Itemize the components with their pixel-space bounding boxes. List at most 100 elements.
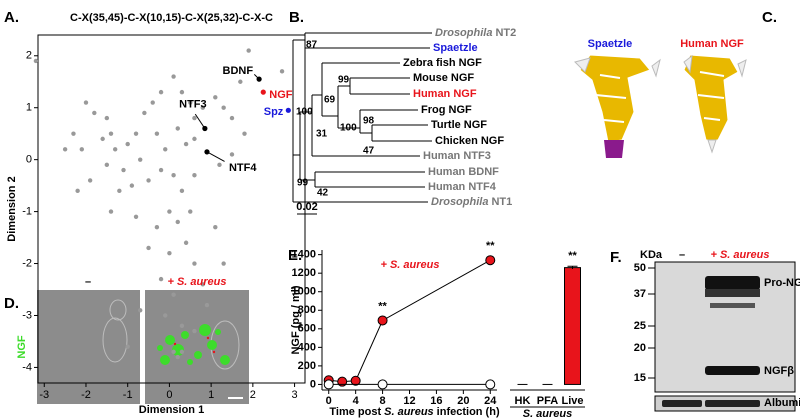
point: [192, 328, 197, 334]
support-value: 99: [338, 75, 350, 86]
text-part: Human NTF3: [423, 150, 491, 162]
text-part: Turtle NGF: [431, 119, 487, 131]
point: [242, 131, 247, 136]
point: [246, 48, 251, 53]
data-point: [337, 376, 348, 387]
panel-label: B.: [289, 9, 304, 26]
point: [171, 74, 176, 79]
point: [200, 105, 205, 110]
point: [171, 292, 176, 297]
leader-line: [206, 151, 225, 162]
point: [129, 183, 135, 188]
point: [192, 261, 197, 266]
point: [138, 157, 143, 162]
point: [200, 282, 205, 287]
support-value: 31: [316, 129, 328, 140]
lane-label: + S. aureus: [710, 249, 769, 261]
leader-line: [194, 113, 206, 129]
x-tick-label: Live: [561, 395, 583, 407]
labeled-point: [202, 125, 208, 132]
leaf-label: Spaetzle: [433, 42, 478, 54]
marker-label: 20: [634, 342, 646, 354]
point: [142, 110, 147, 116]
significance: **: [378, 300, 387, 312]
point: [171, 173, 176, 178]
y-tick-label: 1: [26, 102, 32, 114]
y-tick-label: 1200: [292, 267, 316, 279]
point: [192, 136, 197, 142]
point: [117, 188, 122, 194]
marker-label: 50: [634, 262, 646, 274]
text-part: Chicken NGF: [435, 135, 504, 147]
support-value: 98: [363, 116, 375, 127]
point: [221, 261, 226, 266]
text-part: Zebra fish NGF: [403, 57, 482, 69]
x-tick-label: 2: [250, 389, 256, 401]
point: [163, 147, 168, 152]
point-label: Spz: [264, 106, 284, 118]
x-tick-label: 12: [403, 395, 415, 407]
point: [154, 224, 160, 230]
x-tick-label: 1: [208, 389, 214, 401]
marker-label: 25: [634, 320, 646, 332]
point: [104, 162, 110, 168]
band-label: NGFβ: [764, 365, 794, 377]
y-tick-label: 400: [298, 341, 316, 353]
x-tick-label: -3: [39, 389, 49, 401]
point: [188, 209, 193, 214]
point: [171, 349, 176, 355]
point: [188, 100, 193, 105]
point: [238, 79, 243, 84]
leaf-label: Drosophila NT2: [435, 27, 516, 39]
point: [92, 110, 97, 116]
text-part: Mouse NGF: [413, 72, 474, 84]
labeled-point: [260, 89, 266, 95]
point: [179, 323, 185, 329]
data-point: [485, 379, 496, 390]
point: [192, 115, 197, 121]
condition-label: + S. aureus: [167, 276, 226, 288]
microscopy-images: [37, 290, 249, 404]
point: [179, 349, 185, 355]
text-part: S. aureus: [384, 406, 434, 418]
text-part: Frog NGF: [421, 104, 472, 116]
point: [108, 209, 114, 214]
x-tick-label: 8: [380, 395, 386, 407]
point-label: NGF: [269, 89, 293, 101]
text-part: Human NGF: [413, 88, 477, 100]
point: [229, 152, 235, 157]
point: [125, 141, 130, 147]
point: [75, 188, 80, 194]
y-tick-label: 1000: [292, 286, 316, 298]
point: [83, 100, 89, 105]
y-tick-label: 200: [298, 360, 316, 372]
point: [150, 100, 155, 105]
lane-label: –: [679, 249, 685, 261]
chart-title: C-X(35,45)-C-X(10,15)-C-X(25,32)-C-X-C: [70, 12, 273, 24]
marker-label: 37: [634, 288, 646, 300]
point: [179, 188, 185, 194]
point: [183, 141, 189, 147]
point-label: BDNF: [223, 65, 254, 77]
x-tick-label: 20: [457, 395, 469, 407]
text-part: Human BDNF: [428, 166, 499, 178]
scale-label: 0.02: [296, 201, 317, 213]
point: [175, 219, 180, 225]
support-value: 99: [297, 178, 309, 189]
point: [213, 224, 218, 230]
point: [163, 313, 168, 318]
point: [112, 147, 118, 152]
panel-label: E.: [288, 247, 302, 264]
western-blot: [654, 261, 796, 412]
point: [146, 178, 151, 183]
point: [183, 240, 189, 245]
point: [62, 147, 68, 152]
y-tick-label: -4: [22, 361, 32, 373]
x-tick-label: PFA: [537, 395, 558, 407]
text-part: Time post: [329, 406, 381, 418]
significance: **: [568, 250, 577, 262]
point: [104, 115, 110, 121]
data-point: [323, 379, 334, 390]
y-tick-label: 1400: [292, 249, 316, 261]
x-axis-label: Dimension 1: [139, 404, 204, 416]
